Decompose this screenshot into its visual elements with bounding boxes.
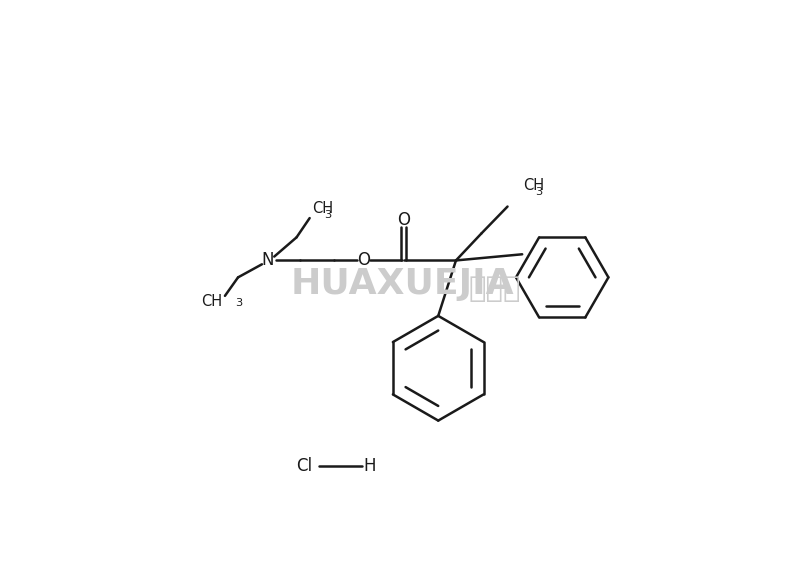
Text: Cl: Cl [296,457,312,475]
Text: CH: CH [312,201,333,216]
Text: H: H [363,457,376,475]
Text: 化学加: 化学加 [468,275,520,303]
Text: O: O [397,211,410,229]
Text: 3: 3 [535,186,543,196]
Text: O: O [357,251,370,269]
Text: 3: 3 [235,298,243,308]
Text: 3: 3 [324,210,331,219]
Text: CH: CH [202,294,223,309]
Text: HUAXUEJIA: HUAXUEJIA [290,266,514,301]
Text: CH: CH [523,178,544,193]
Text: N: N [262,251,275,269]
